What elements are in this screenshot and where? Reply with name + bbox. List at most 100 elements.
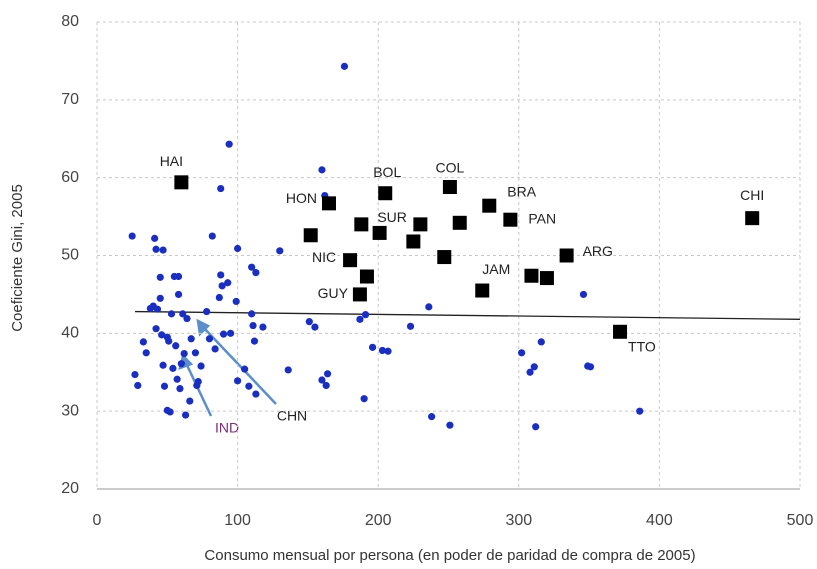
point-label: CHI: [740, 187, 764, 203]
point: [425, 303, 433, 311]
point: [211, 345, 219, 353]
point: [167, 310, 176, 318]
point: [276, 247, 284, 255]
point: [579, 290, 588, 299]
point: [586, 363, 595, 371]
point: [352, 287, 367, 302]
point: [203, 307, 211, 316]
point: [159, 361, 167, 369]
point: [241, 365, 249, 373]
point: [452, 215, 467, 230]
point: [217, 184, 225, 193]
arrow-ind: [184, 362, 213, 417]
point-label: SUR: [377, 209, 407, 225]
y-tick-label: 20: [61, 480, 79, 497]
point: [172, 342, 180, 350]
point: [232, 297, 240, 306]
point: [234, 377, 242, 385]
x-tick-label: 400: [646, 512, 673, 529]
point: [437, 250, 452, 265]
point: [183, 314, 191, 323]
point: [343, 253, 358, 268]
point-label: NIC: [312, 249, 336, 265]
point: [174, 272, 183, 281]
point: [384, 347, 392, 355]
point-label: COL: [436, 160, 465, 176]
point: [252, 269, 260, 277]
arrowhead: [196, 318, 211, 337]
point: [322, 381, 330, 390]
point: [378, 346, 387, 355]
point: [159, 246, 167, 254]
point: [356, 315, 364, 323]
x-tick-label: 0: [93, 512, 102, 529]
point: [530, 363, 538, 371]
point: [318, 376, 326, 384]
point: [503, 212, 518, 227]
y-tick-label: 80: [61, 13, 79, 30]
point: [475, 283, 490, 298]
point: [428, 413, 436, 421]
point: [532, 423, 540, 431]
point: [225, 140, 233, 148]
point: [537, 338, 545, 346]
point: [318, 166, 326, 174]
point: [197, 362, 205, 370]
point: [179, 310, 187, 318]
point: [559, 248, 574, 263]
point: [191, 349, 200, 357]
y-tick-label: 30: [61, 402, 79, 419]
point: [186, 397, 194, 405]
point: [131, 370, 139, 379]
point: [284, 366, 292, 374]
point: [248, 310, 256, 318]
point: [359, 269, 374, 284]
point: [165, 337, 173, 345]
point: [169, 364, 177, 372]
point: [134, 381, 142, 390]
x-tick-label: 100: [224, 512, 251, 529]
point: [224, 279, 232, 287]
point: [142, 349, 150, 357]
point: [208, 232, 216, 240]
annotation-arrows: [178, 318, 277, 417]
point: [205, 335, 214, 343]
point: [518, 349, 526, 357]
x-tick-label: 500: [787, 512, 814, 529]
point: [174, 290, 183, 299]
point: [361, 311, 370, 319]
point: [378, 186, 393, 201]
x-tick-label: 300: [505, 512, 532, 529]
point: [524, 268, 539, 283]
point: [539, 271, 554, 286]
x-axis-label: Consumo mensual por persona (en poder de…: [204, 547, 695, 564]
point: [177, 360, 185, 368]
point: [160, 382, 169, 390]
point: [368, 343, 377, 351]
y-tick-label: 50: [61, 247, 79, 264]
point: [174, 175, 189, 190]
point-label: BOL: [373, 164, 401, 180]
point-label: HON: [286, 190, 317, 206]
point: [226, 329, 235, 337]
y-axis-label: Coeficiente Gini, 2005: [9, 184, 26, 332]
point: [152, 325, 160, 333]
y-tick-label: 60: [61, 169, 79, 186]
point: [413, 217, 428, 232]
point: [166, 408, 174, 416]
point: [153, 305, 162, 313]
point: [176, 384, 184, 393]
point: [187, 335, 195, 343]
point: [372, 225, 387, 240]
trend-line: [134, 310, 801, 320]
point: [321, 196, 336, 211]
point: [249, 321, 257, 330]
point: [250, 337, 259, 345]
point: [152, 245, 160, 253]
point: [245, 382, 253, 390]
point: [446, 421, 454, 429]
annotation: IND: [215, 420, 239, 436]
point-label: BRA: [507, 183, 536, 199]
point: [180, 349, 188, 358]
